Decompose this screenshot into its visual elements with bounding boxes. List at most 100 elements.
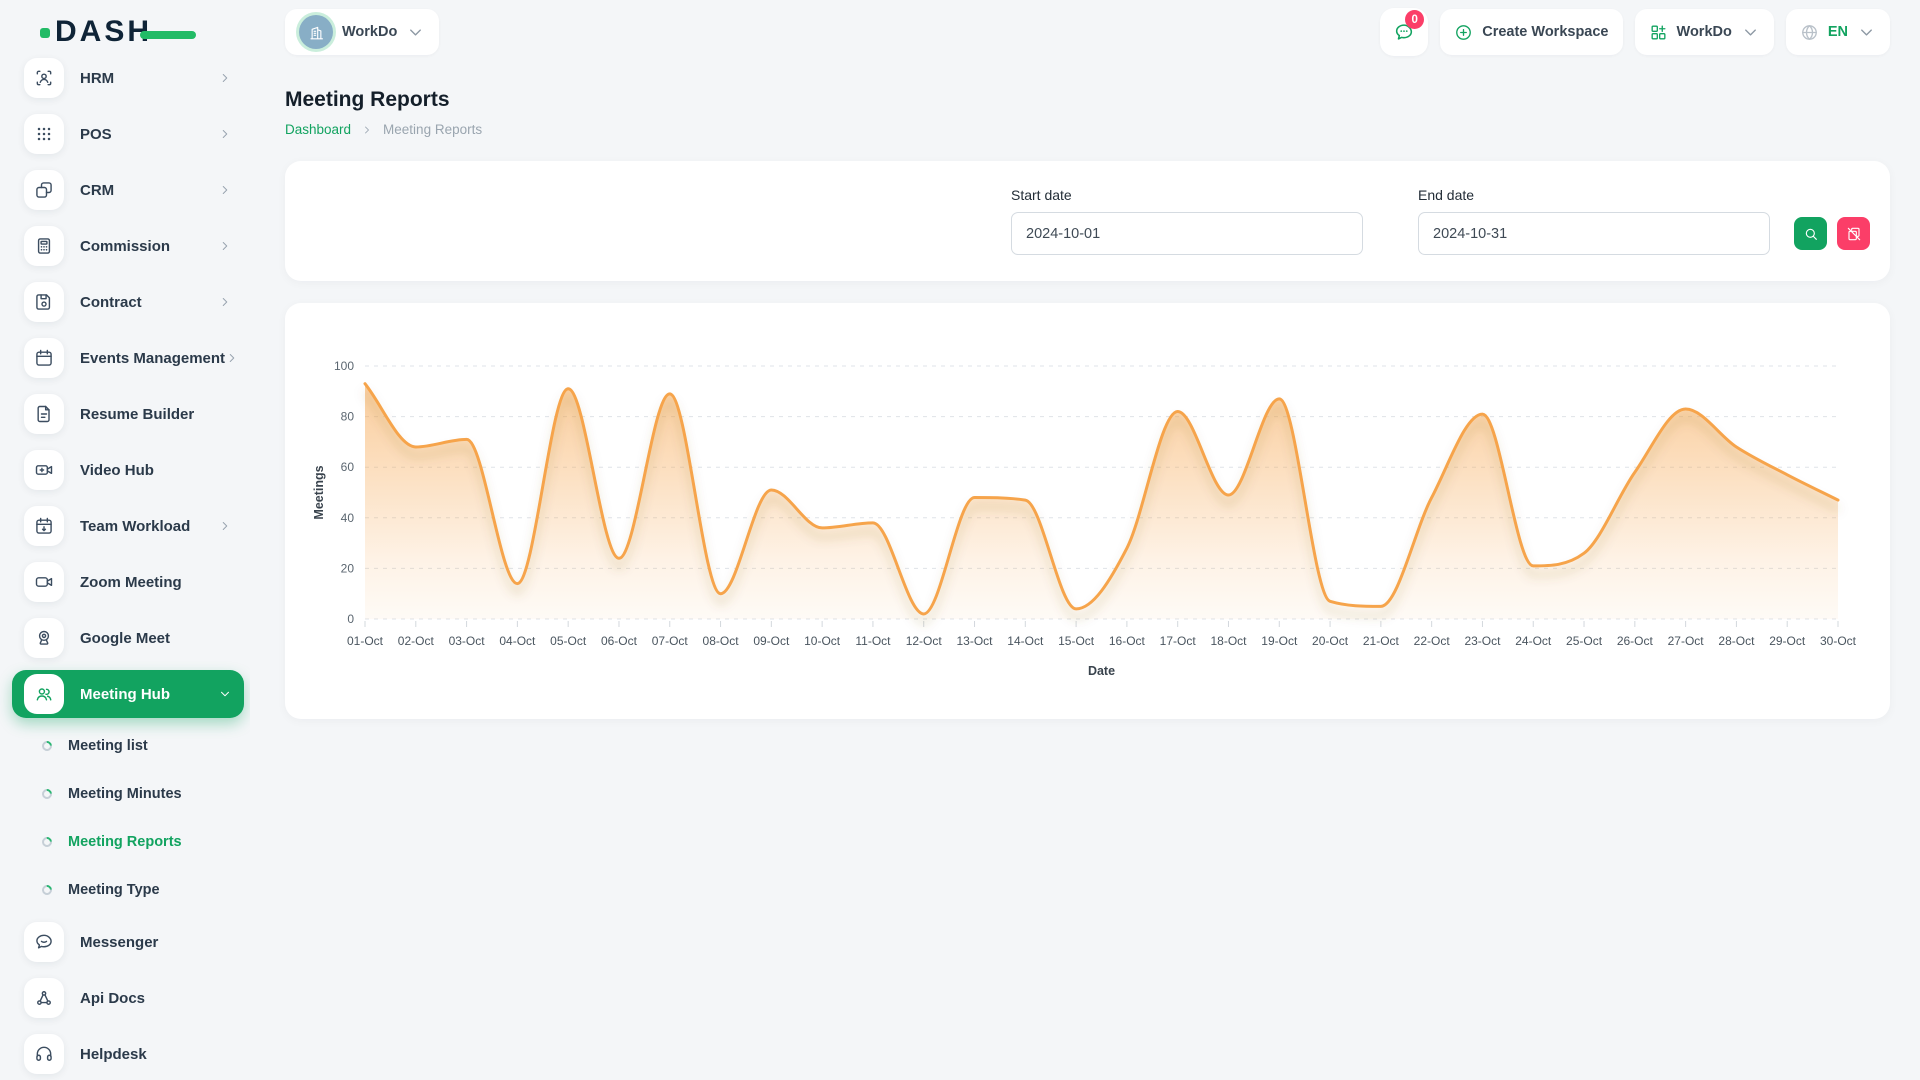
svg-text:40: 40 [341, 511, 355, 525]
api-docs-icon [34, 988, 54, 1008]
sidebar-icon-box [24, 394, 64, 434]
google-meet-icon [34, 628, 54, 648]
breadcrumb-dashboard-link[interactable]: Dashboard [285, 122, 351, 137]
grid-plus-icon [1649, 23, 1668, 42]
submenu-bullet-icon [40, 883, 54, 897]
filter-form: Start date End date [1011, 187, 1870, 255]
svg-text:20-Oct: 20-Oct [1312, 634, 1349, 648]
page-title: Meeting Reports [285, 88, 1890, 112]
sidebar-item-events-management[interactable]: Events Management [12, 330, 244, 386]
team-workload-icon [34, 516, 54, 536]
sidebar-item-label: POS [80, 126, 218, 143]
main-column: WorkDo 0 Create Workspace WorkDo [250, 0, 1920, 1080]
sidebar-item-resume-builder[interactable]: Resume Builder [12, 386, 244, 442]
sidebar-item-label: Meeting Reports [68, 834, 182, 850]
sidebar-icon-box [24, 338, 64, 378]
svg-text:100: 100 [334, 359, 354, 373]
svg-text:26-Oct: 26-Oct [1617, 634, 1654, 648]
chevron-right-icon [218, 127, 232, 141]
messages-button[interactable]: 0 [1380, 8, 1428, 56]
svg-text:30-Oct: 30-Oct [1820, 634, 1857, 648]
sidebar-item-commission[interactable]: Commission [12, 218, 244, 274]
search-icon [1803, 226, 1819, 242]
sidebar-item-meeting-hub[interactable]: Meeting Hub [12, 670, 244, 718]
workspace-switcher-button[interactable]: WorkDo [1635, 9, 1774, 55]
svg-text:13-Oct: 13-Oct [957, 634, 994, 648]
svg-text:25-Oct: 25-Oct [1566, 634, 1603, 648]
sidebar-item-contract[interactable]: Contract [12, 274, 244, 330]
sidebar-item-label: Team Workload [80, 518, 218, 535]
sidebar-item-label: HRM [80, 70, 218, 87]
search-icon [1803, 226, 1819, 242]
sidebar-item-label: Meeting Hub [80, 686, 218, 703]
app-logo[interactable]: DASH [12, 0, 250, 64]
end-date-group: End date [1418, 187, 1770, 255]
chevron-down-icon [218, 687, 232, 701]
sidebar-nav: HRM POS CRM Commission Contract Events Manage… [12, 50, 250, 1080]
logo-bar-icon [140, 31, 196, 39]
reset-filter-button[interactable] [1837, 217, 1870, 250]
svg-text:11-Oct: 11-Oct [855, 634, 891, 648]
topbar: WorkDo 0 Create Workspace WorkDo [285, 0, 1890, 64]
svg-text:21-Oct: 21-Oct [1363, 634, 1400, 648]
logo-dot-icon [40, 28, 50, 38]
helpdesk-icon [34, 1044, 54, 1064]
chevron-right-icon [361, 124, 373, 136]
sidebar-item-helpdesk[interactable]: Helpdesk [12, 1026, 244, 1080]
resume-icon [34, 404, 54, 424]
sidebar-item-api-docs[interactable]: Api Docs [12, 970, 244, 1026]
svg-text:06-Oct: 06-Oct [601, 634, 638, 648]
svg-text:19-Oct: 19-Oct [1261, 634, 1298, 648]
search-button[interactable] [1794, 217, 1827, 250]
sidebar-item-label: CRM [80, 182, 218, 199]
create-workspace-button[interactable]: Create Workspace [1440, 9, 1622, 55]
chevron-down-icon [1857, 23, 1876, 42]
svg-text:23-Oct: 23-Oct [1464, 634, 1501, 648]
svg-text:08-Oct: 08-Oct [703, 634, 740, 648]
sidebar-item-label: Zoom Meeting [80, 574, 232, 591]
sidebar-item-meeting-reports[interactable]: Meeting Reports [12, 818, 244, 866]
language-button[interactable]: EN [1786, 9, 1890, 55]
start-date-input[interactable] [1011, 212, 1363, 255]
svg-text:09-Oct: 09-Oct [753, 634, 790, 648]
sidebar-item-label: Commission [80, 238, 218, 255]
sidebar-item-label: Messenger [80, 934, 232, 951]
filter-card: Start date End date [285, 161, 1890, 281]
sidebar-item-crm[interactable]: CRM [12, 162, 244, 218]
svg-text:Date: Date [1088, 664, 1115, 678]
submenu-bullet-icon [40, 835, 54, 849]
sidebar-item-pos[interactable]: POS [12, 106, 244, 162]
workspace-selector[interactable]: WorkDo [285, 9, 439, 55]
sidebar-item-team-workload[interactable]: Team Workload [12, 498, 244, 554]
grid-plus-icon [1649, 23, 1668, 42]
svg-text:17-Oct: 17-Oct [1160, 634, 1197, 648]
sidebar-item-meeting-type[interactable]: Meeting Type [12, 866, 244, 914]
chevron-right-icon [361, 124, 373, 136]
sidebar-item-meeting-list[interactable]: Meeting list [12, 722, 244, 770]
svg-text:10-Oct: 10-Oct [804, 634, 841, 648]
submenu-bullet-icon [40, 739, 54, 753]
chevron-right-icon [218, 239, 232, 253]
sidebar-item-meeting-minutes[interactable]: Meeting Minutes [12, 770, 244, 818]
video-hub-icon [34, 460, 54, 480]
svg-text:15-Oct: 15-Oct [1058, 634, 1095, 648]
end-date-input[interactable] [1418, 212, 1770, 255]
start-date-group: Start date [1011, 187, 1363, 255]
sidebar-icon-box [24, 922, 64, 962]
sidebar-item-label: Contract [80, 294, 218, 311]
sidebar-item-label: Meeting Minutes [68, 786, 182, 802]
svg-text:22-Oct: 22-Oct [1414, 634, 1451, 648]
chevron-right-icon [225, 351, 239, 365]
breadcrumb-current: Meeting Reports [383, 122, 482, 137]
sidebar-item-zoom-meeting[interactable]: Zoom Meeting [12, 554, 244, 610]
workspace-avatar [299, 15, 333, 49]
messenger-icon [34, 932, 54, 952]
end-date-label: End date [1418, 187, 1770, 203]
sidebar-item-video-hub[interactable]: Video Hub [12, 442, 244, 498]
app-root: DASH HRM POS CRM Commission Contract Events M… [0, 0, 1920, 1080]
sidebar-item-messenger[interactable]: Messenger [12, 914, 244, 970]
svg-text:04-Oct: 04-Oct [499, 634, 536, 648]
sidebar-item-google-meet[interactable]: Google Meet [12, 610, 244, 666]
sidebar-item-label: Events Management [80, 350, 225, 367]
workspace-name: WorkDo [342, 24, 397, 40]
